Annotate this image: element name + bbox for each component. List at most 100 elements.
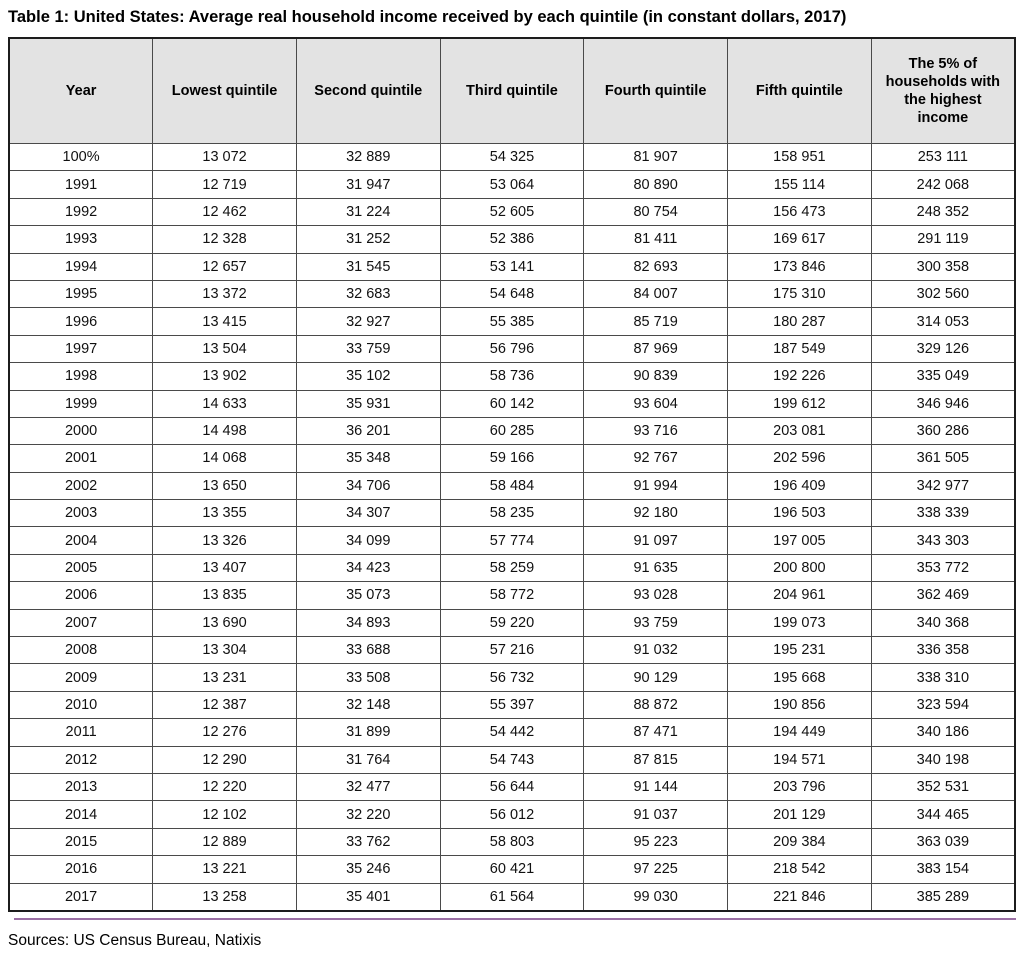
value-cell: 187 549 (727, 334, 872, 364)
table-row: 1996 13 415 32 927 55 385 85 719 180 287 314 0… (8, 307, 1016, 336)
year-cell: 1999 (8, 389, 154, 418)
value-cell: 202 596 (727, 444, 872, 473)
value-cell: 53 064 (439, 170, 585, 199)
year-cell: 2016 (8, 855, 154, 884)
year-cell: 2010 (8, 690, 154, 720)
table-row: 1999 14 633 35 931 60 142 93 604 199 612 346 9… (8, 389, 1016, 418)
value-cell: 54 442 (439, 718, 585, 747)
value-cell: 33 688 (295, 636, 441, 665)
value-cell: 57 774 (439, 526, 585, 555)
value-cell: 60 421 (439, 855, 585, 884)
value-cell: 353 772 (870, 553, 1016, 583)
value-cell: 12 387 (152, 690, 297, 720)
value-cell: 13 326 (152, 526, 297, 555)
column-header-5: Fifth quintile (727, 37, 872, 144)
value-cell: 55 397 (439, 690, 585, 720)
value-cell: 92 767 (583, 444, 729, 473)
value-cell: 34 423 (295, 553, 441, 583)
value-cell: 209 384 (727, 827, 872, 857)
value-cell: 14 498 (152, 416, 297, 446)
value-cell: 14 068 (152, 444, 297, 473)
value-cell: 338 310 (870, 663, 1016, 692)
table-row: 2009 13 231 33 508 56 732 90 129 195 668 338 3… (8, 663, 1016, 692)
value-cell: 58 484 (439, 471, 585, 501)
year-cell: 1996 (8, 307, 154, 336)
value-cell: 204 961 (727, 581, 872, 610)
value-cell: 31 947 (295, 170, 441, 199)
value-cell: 80 754 (583, 197, 729, 227)
value-cell: 32 477 (295, 772, 441, 802)
value-cell: 362 469 (870, 581, 1016, 610)
value-cell: 31 252 (295, 225, 441, 254)
column-header-2: Second quintile (295, 37, 441, 144)
value-cell: 36 201 (295, 416, 441, 446)
year-cell: 2003 (8, 499, 154, 528)
header-row: Year Lowest quintile Second quintile Third … (8, 37, 1016, 144)
value-cell: 60 142 (439, 389, 585, 418)
value-cell: 55 385 (439, 307, 585, 336)
value-cell: 199 612 (727, 389, 872, 418)
value-cell: 85 719 (583, 307, 729, 336)
value-cell: 90 129 (583, 663, 729, 692)
value-cell: 221 846 (727, 882, 872, 912)
value-cell: 32 148 (295, 690, 441, 720)
value-cell: 13 650 (152, 471, 297, 501)
year-cell: 2005 (8, 553, 154, 583)
value-cell: 13 902 (152, 362, 297, 391)
table-head: Year Lowest quintile Second quintile Third … (8, 37, 1016, 144)
value-cell: 361 505 (870, 444, 1016, 473)
value-cell: 383 154 (870, 855, 1016, 884)
value-cell: 91 037 (583, 800, 729, 829)
value-cell: 99 030 (583, 882, 729, 912)
value-cell: 346 946 (870, 389, 1016, 418)
value-cell: 13 258 (152, 882, 297, 912)
value-cell: 59 220 (439, 608, 585, 638)
value-cell: 60 285 (439, 416, 585, 446)
column-header-1: Lowest quintile (152, 37, 297, 144)
year-cell: 2001 (8, 444, 154, 473)
value-cell: 87 471 (583, 718, 729, 747)
value-cell: 360 286 (870, 416, 1016, 446)
table-row: 2016 13 221 35 246 60 421 97 225 218 542 383 1… (8, 855, 1016, 884)
year-cell: 1995 (8, 279, 154, 309)
value-cell: 192 226 (727, 362, 872, 391)
value-cell: 58 772 (439, 581, 585, 610)
value-cell: 58 736 (439, 362, 585, 391)
value-cell: 197 005 (727, 526, 872, 555)
value-cell: 363 039 (870, 827, 1016, 857)
value-cell: 13 407 (152, 553, 297, 583)
value-cell: 35 102 (295, 362, 441, 391)
value-cell: 342 977 (870, 471, 1016, 501)
value-cell: 58 803 (439, 827, 585, 857)
table-row: 1993 12 328 31 252 52 386 81 411 169 617 291 1… (8, 225, 1016, 254)
value-cell: 336 358 (870, 636, 1016, 665)
year-cell: 2000 (8, 416, 154, 446)
value-cell: 91 097 (583, 526, 729, 555)
value-cell: 82 693 (583, 252, 729, 281)
value-cell: 12 889 (152, 827, 297, 857)
table-row: 2007 13 690 34 893 59 220 93 759 199 073 340 3… (8, 608, 1016, 638)
value-cell: 93 759 (583, 608, 729, 638)
value-cell: 329 126 (870, 334, 1016, 364)
value-cell: 31 899 (295, 718, 441, 747)
column-header-0: Year (8, 37, 154, 144)
value-cell: 91 635 (583, 553, 729, 583)
sources-note: Sources: US Census Bureau, Natixis (8, 931, 262, 949)
value-cell: 155 114 (727, 170, 872, 199)
table-row: 2014 12 102 32 220 56 012 91 037 201 129 344 4… (8, 800, 1016, 829)
table-row: 2005 13 407 34 423 58 259 91 635 200 800 353 7… (8, 553, 1016, 583)
table-row: 1992 12 462 31 224 52 605 80 754 156 473 248 3… (8, 197, 1016, 227)
table-row: 2001 14 068 35 348 59 166 92 767 202 596 361 5… (8, 444, 1016, 473)
value-cell: 52 605 (439, 197, 585, 227)
year-cell: 2008 (8, 636, 154, 665)
value-cell: 52 386 (439, 225, 585, 254)
value-cell: 13 690 (152, 608, 297, 638)
value-cell: 34 099 (295, 526, 441, 555)
value-cell: 80 890 (583, 170, 729, 199)
value-cell: 12 220 (152, 772, 297, 802)
value-cell: 13 221 (152, 855, 297, 884)
value-cell: 173 846 (727, 252, 872, 281)
year-cell: 1991 (8, 170, 154, 199)
table-row: 2017 13 258 35 401 61 564 99 030 221 846 385 2… (8, 882, 1016, 912)
value-cell: 54 648 (439, 279, 585, 309)
